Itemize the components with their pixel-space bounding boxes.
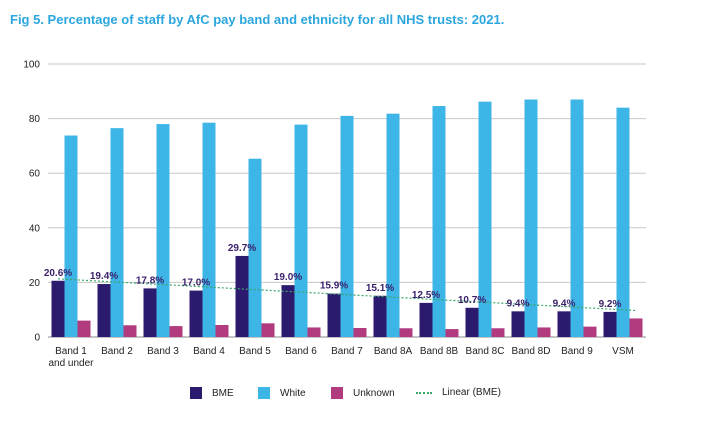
y-tick-label: 0	[34, 333, 40, 344]
x-tick-label: Band 7	[331, 346, 363, 357]
data-label-bme: 9.4%	[553, 298, 576, 309]
bar-bme-2	[143, 288, 157, 337]
data-label-bme: 12.5%	[412, 290, 440, 301]
x-tick-label: Band 1	[55, 346, 87, 357]
bar-white-10	[524, 99, 538, 338]
bar-unknown-3	[215, 324, 229, 337]
data-label-bme: 9.4%	[507, 298, 530, 309]
data-label-bme: 20.6%	[44, 268, 72, 279]
bar-bme-12	[603, 311, 617, 337]
x-tick-label: Band 8D	[512, 346, 551, 357]
bar-unknown-11	[583, 326, 597, 337]
bar-unknown-9	[491, 328, 505, 337]
trendline-linear-bme	[57, 278, 637, 312]
legend-swatch-bme	[190, 387, 202, 399]
data-label-bme: 15.1%	[366, 283, 394, 294]
legend-swatch-unknown	[331, 387, 343, 399]
legend-label-unknown: Unknown	[353, 387, 395, 399]
bar-unknown-10	[537, 327, 551, 337]
x-tick-label: VSM	[612, 346, 634, 357]
bar-bme-8	[419, 302, 433, 337]
bar-bme-6	[327, 293, 341, 337]
bar-unknown-1	[123, 325, 137, 337]
x-tick-label: Band 9	[561, 346, 593, 357]
bar-white-0	[64, 135, 78, 337]
y-tick-label: 20	[29, 278, 41, 289]
x-tick-label: Band 8C	[466, 346, 505, 357]
bar-white-11	[570, 99, 584, 338]
bar-white-9	[478, 101, 492, 337]
bar-bme-4	[235, 255, 249, 337]
bar-white-3	[202, 122, 216, 337]
x-tick-label: Band 5	[239, 346, 271, 357]
legend-item-linear-bme: Linear (BME)	[416, 387, 501, 398]
bar-bme-11	[557, 311, 571, 337]
data-label-bme: 29.7%	[228, 243, 256, 254]
data-label-bme: 19.4%	[90, 271, 118, 282]
bar-unknown-4	[261, 323, 275, 337]
bar-unknown-8	[445, 329, 459, 337]
chart-title: Fig 5. Percentage of staff by AfC pay ba…	[10, 12, 505, 27]
data-label-bme: 17.8%	[136, 275, 164, 286]
y-tick-label: 80	[29, 114, 41, 125]
bar-bme-5	[281, 285, 295, 337]
data-label-bme: 19.0%	[274, 272, 302, 283]
bar-unknown-7	[399, 328, 413, 337]
bar-white-8	[432, 106, 446, 338]
data-label-bme: 10.7%	[458, 295, 486, 306]
bar-bme-3	[189, 290, 203, 337]
bar-unknown-0	[77, 320, 91, 337]
legend-label-bme: BME	[212, 387, 234, 399]
bar-unknown-5	[307, 327, 321, 337]
x-tick-label: and under	[48, 358, 94, 369]
data-label-bme: 15.9%	[320, 281, 348, 292]
bar-white-5	[294, 124, 308, 337]
x-tick-label: Band 8B	[420, 346, 459, 357]
x-tick-label: Band 6	[285, 346, 317, 357]
y-tick-label: 40	[29, 223, 41, 234]
bar-unknown-12	[629, 318, 643, 337]
bar-bme-7	[373, 295, 387, 337]
bar-white-7	[386, 113, 400, 337]
bar-bme-10	[511, 311, 525, 337]
y-tick-label: 100	[23, 60, 40, 71]
x-tick-label: Band 4	[193, 346, 225, 357]
data-label-bme: 17.0%	[182, 278, 210, 289]
legend-item-white: White	[258, 387, 306, 399]
bar-unknown-2	[169, 326, 183, 337]
x-tick-label: Band 2	[101, 346, 133, 357]
y-tick-label: 60	[29, 169, 41, 180]
bar-unknown-6	[353, 327, 367, 337]
bar-bme-1	[97, 284, 111, 337]
legend-item-bme: BME	[190, 387, 234, 399]
legend-label-white: White	[280, 387, 306, 399]
legend-item-unknown: Unknown	[331, 387, 395, 399]
legend-swatch-white	[258, 387, 270, 399]
bar-white-4	[248, 158, 262, 337]
bar-bme-9	[465, 307, 479, 337]
legend-label-linear-bme: Linear (BME)	[442, 387, 501, 398]
legend-swatch-linear-bme	[416, 391, 432, 394]
bar-white-1	[110, 128, 124, 337]
bar-white-2	[156, 124, 170, 337]
data-label-bme: 9.2%	[599, 299, 622, 310]
legend: BME White Unknown Linear (BME)	[0, 387, 704, 407]
x-tick-label: Band 8A	[374, 346, 413, 357]
bar-white-12	[616, 107, 630, 338]
x-tick-label: Band 3	[147, 346, 179, 357]
bar-bme-0	[51, 280, 65, 337]
bar-white-6	[340, 115, 354, 338]
